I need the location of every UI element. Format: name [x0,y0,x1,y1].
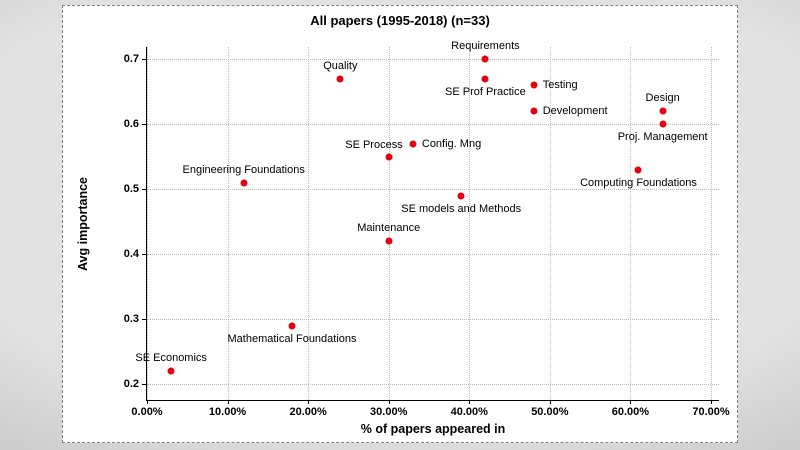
x-gridline [388,47,390,400]
x-gridline [308,47,310,400]
x-tick-label: 70.00% [692,406,730,418]
y-gridline [147,254,719,255]
data-point-label: SE models and Methods [401,202,522,215]
x-gridline [469,47,471,400]
y-gridline [147,189,719,190]
y-tick-mark [142,124,146,125]
y-tick-mark [142,319,146,320]
y-tick-mark [142,384,146,385]
data-point-label: Testing [542,79,578,91]
x-tick-mark [711,400,712,404]
data-point [385,153,393,160]
x-tick-mark [227,400,229,404]
data-point-label: Requirements [451,40,520,52]
data-point [659,107,667,115]
x-gridline [630,47,632,400]
data-point-label: Maintenance [357,222,421,234]
data-point [167,367,175,375]
data-point [481,55,489,63]
data-point [288,322,296,329]
x-tick-label: 20.00% [289,406,327,418]
y-tick-label: 0.4 [123,248,139,260]
x-tick-label: 60.00% [611,406,650,418]
data-point-label: Config. Mng [421,137,482,150]
x-tick-label: 10.00% [208,406,247,418]
x-axis-label: % of papers appeared in [360,422,506,436]
x-tick-mark [308,400,310,404]
data-point-label: SE Process [345,138,403,151]
data-point [457,192,465,199]
data-point-label: Design [645,92,680,104]
y-tick-mark [142,59,146,60]
data-point [409,140,417,147]
x-tick-label: 0.00% [131,406,163,418]
x-tick-mark [469,400,471,404]
x-tick-label: 50.00% [531,406,569,418]
y-gridline [147,59,719,60]
y-gridline [147,319,719,320]
data-point-label: Quality [323,59,358,72]
y-tick-mark [142,254,146,255]
x-gridline [147,47,148,400]
y-axis-label: Avg importance [76,176,90,272]
data-point [530,107,538,115]
data-point-label: Proj. Management [617,131,708,143]
x-tick-mark [630,400,632,404]
data-point [481,75,489,82]
x-gridline [549,47,551,400]
y-tick-label: 0.5 [123,183,139,195]
y-tick-label: 0.7 [123,53,139,65]
data-point-label: Computing Foundations [580,176,697,189]
data-point [530,81,538,89]
data-point-label: SE Economics [135,352,207,364]
x-gridline [711,47,712,400]
y-gridline [147,384,719,385]
x-tick-mark [388,400,390,404]
x-tick-mark [147,400,148,404]
x-gridline [227,47,229,400]
data-point-label: Development [542,105,608,117]
data-point-label: Engineering Foundations [182,163,305,176]
y-tick-label: 0.2 [123,378,139,390]
y-tick-label: 0.6 [123,118,139,130]
data-point [634,166,642,173]
y-tick-label: 0.3 [123,313,139,325]
plot-area: 0.00% 10.00% 20.00% 30.00% 40.00% 50.00% 60.00… [124,40,730,418]
y-tick-mark [142,189,146,190]
y-gridline [147,124,719,125]
chart-title: All papers (1995-2018) (n=33) [310,13,490,28]
x-tick-label: 40.00% [450,406,488,418]
x-tick-mark [549,400,551,404]
x-tick-label: 30.00% [370,406,408,418]
data-point [240,179,248,186]
data-point [336,75,344,82]
data-point-label: SE Prof Practice [445,85,526,98]
chart-frame: All papers (1995-2018) (n=33) Avg import… [62,5,738,443]
data-point-label: Mathematical Foundations [227,332,357,345]
data-point [659,120,667,128]
data-point [385,237,393,245]
plot-field: 0.00% 10.00% 20.00% 30.00% 40.00% 50.00% 60.00… [124,40,730,418]
